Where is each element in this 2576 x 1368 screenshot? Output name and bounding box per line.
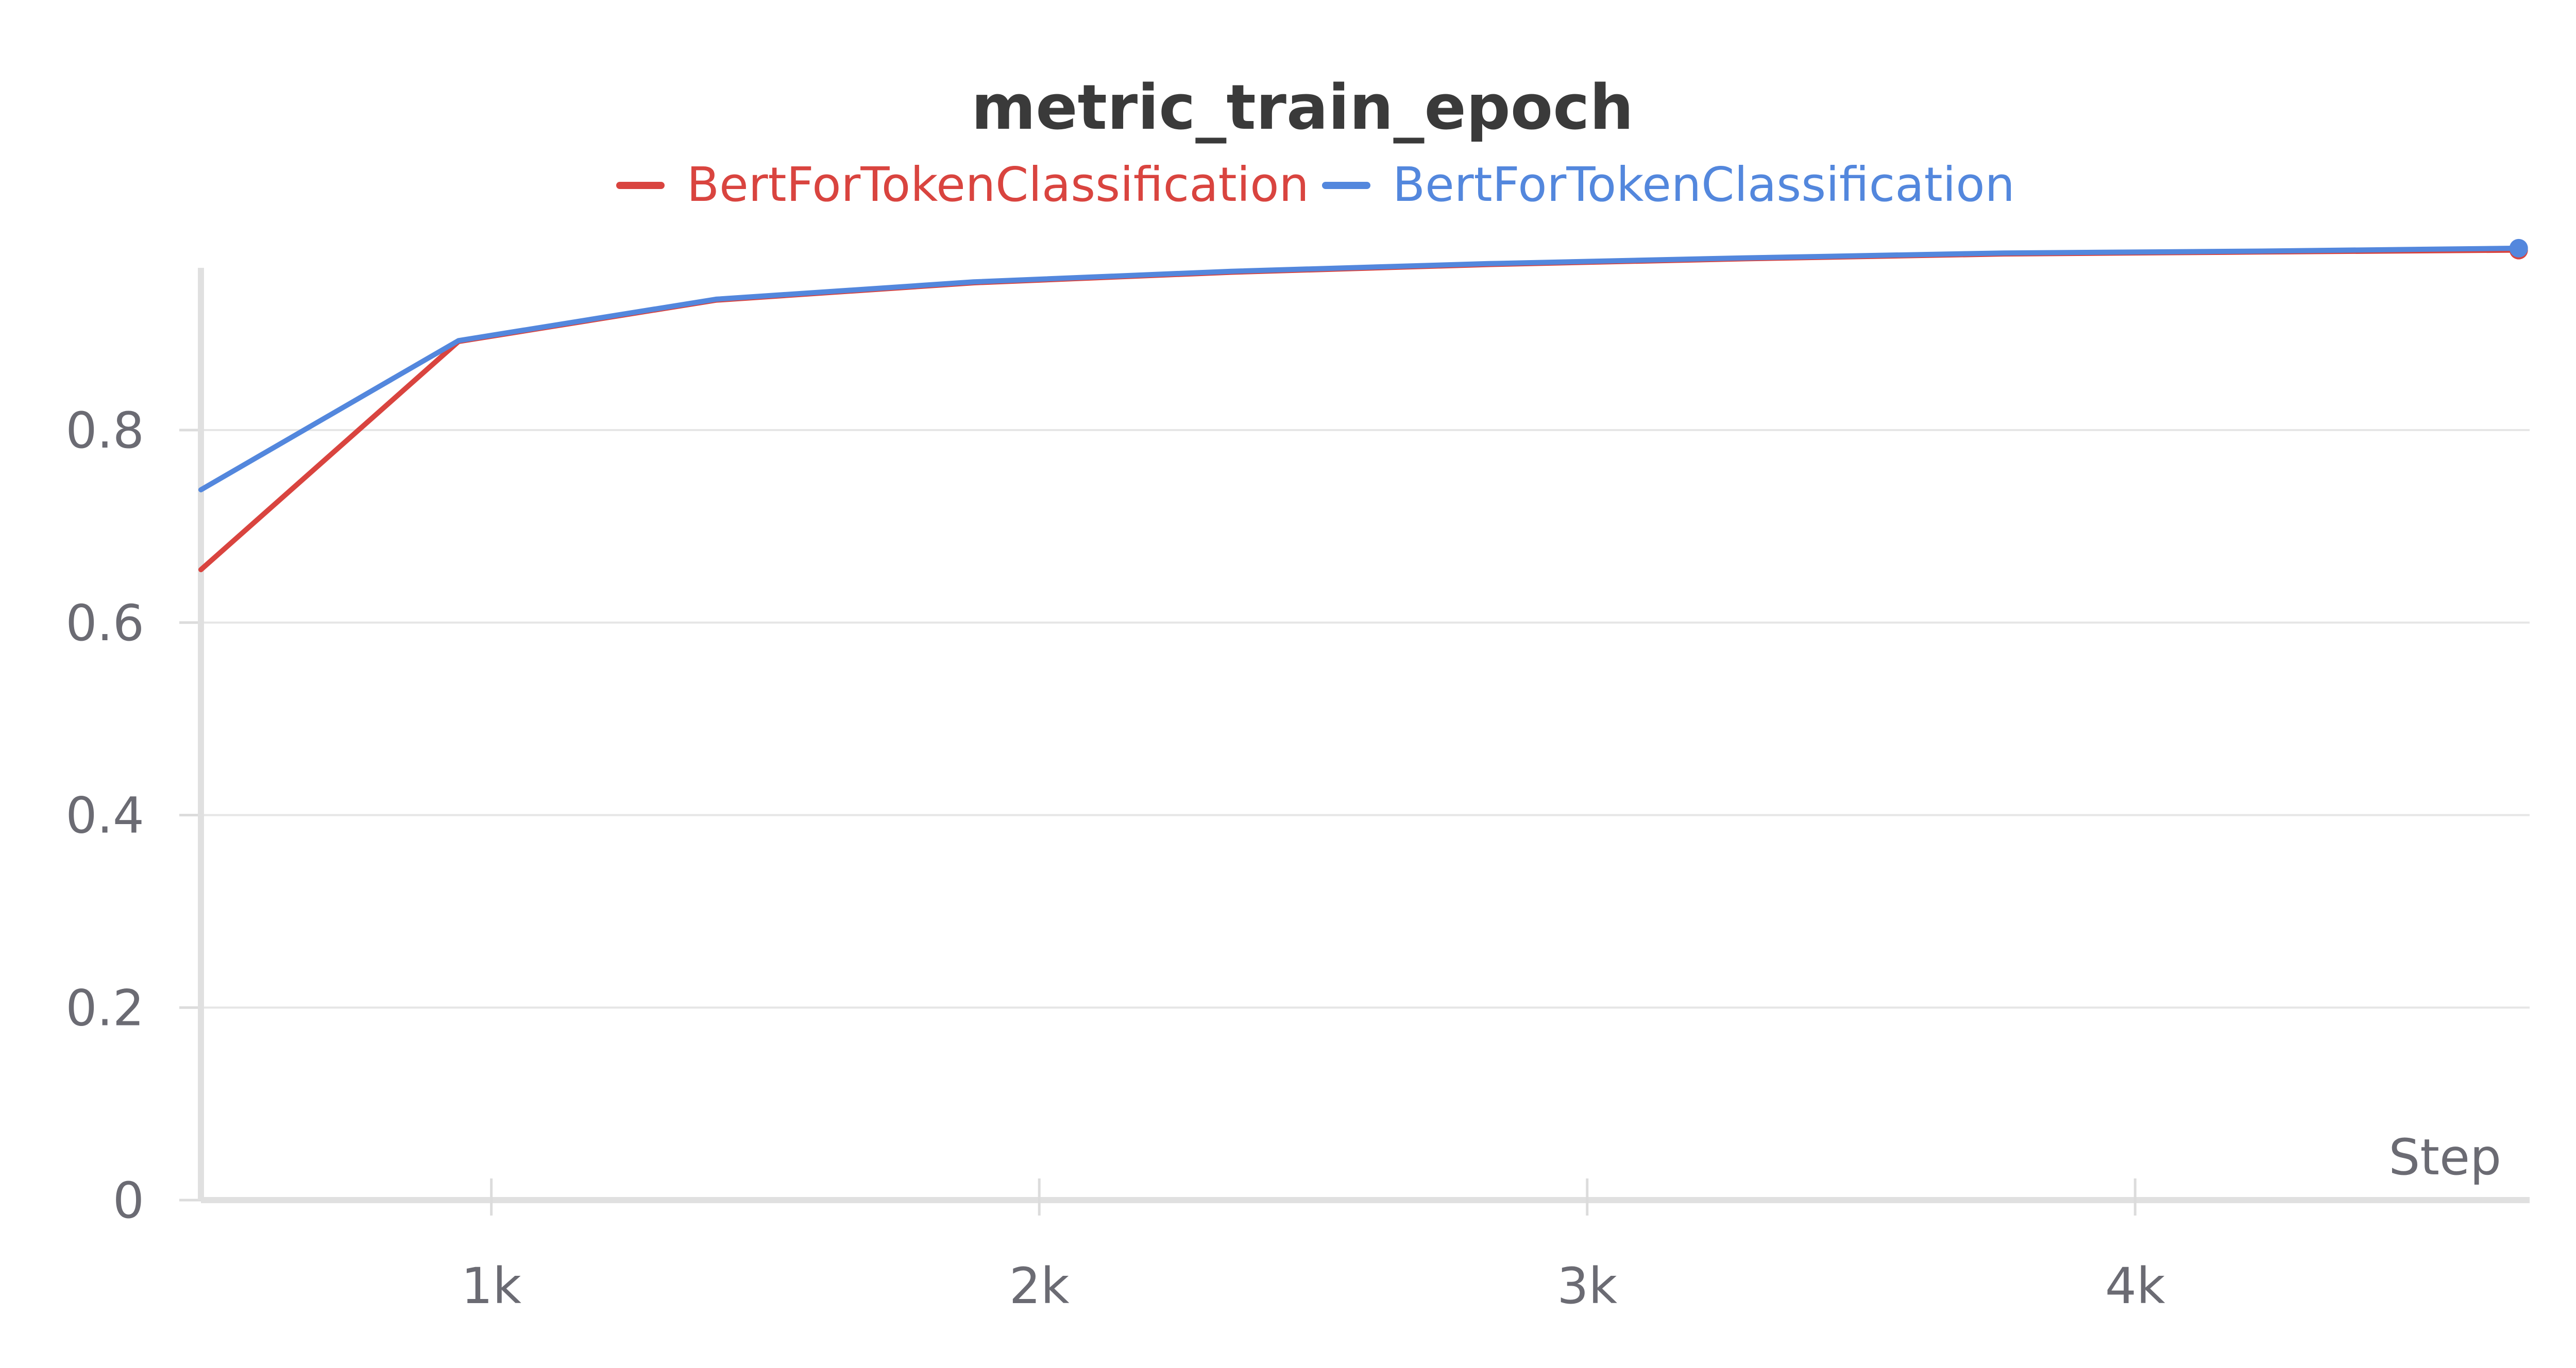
x-axis-title: Step bbox=[2388, 1128, 2501, 1186]
legend-label-1: BertForTokenClassification bbox=[687, 157, 1309, 212]
chart-title: metric_train_epoch bbox=[971, 72, 1634, 144]
y-tick-label: 0.8 bbox=[65, 402, 144, 459]
y-tick-label: 0 bbox=[113, 1172, 144, 1229]
legend-label-2: BertForTokenClassification bbox=[1393, 157, 2015, 212]
gridlines bbox=[201, 429, 2530, 1009]
y-tick-label: 0.2 bbox=[65, 979, 144, 1037]
x-tick-label: 1k bbox=[461, 1257, 521, 1315]
series-line-2 bbox=[198, 245, 2521, 492]
x-tick-label: 3k bbox=[1557, 1257, 1617, 1315]
series-line-1 bbox=[198, 247, 2521, 572]
x-tick-label: 2k bbox=[1009, 1257, 1070, 1315]
x-tick-label: 4k bbox=[2105, 1257, 2165, 1315]
y-tick-label: 0.4 bbox=[65, 787, 144, 845]
axes: 0 0.2 0.4 0.6 0.8 1k 2k 3k 4k bbox=[65, 268, 2530, 1315]
series-layer bbox=[198, 238, 2528, 572]
y-tick-label: 0.6 bbox=[65, 594, 144, 652]
legend: BertForTokenClassification BertForTokenCl… bbox=[616, 157, 2015, 212]
series-end-point-2 bbox=[2509, 238, 2528, 258]
